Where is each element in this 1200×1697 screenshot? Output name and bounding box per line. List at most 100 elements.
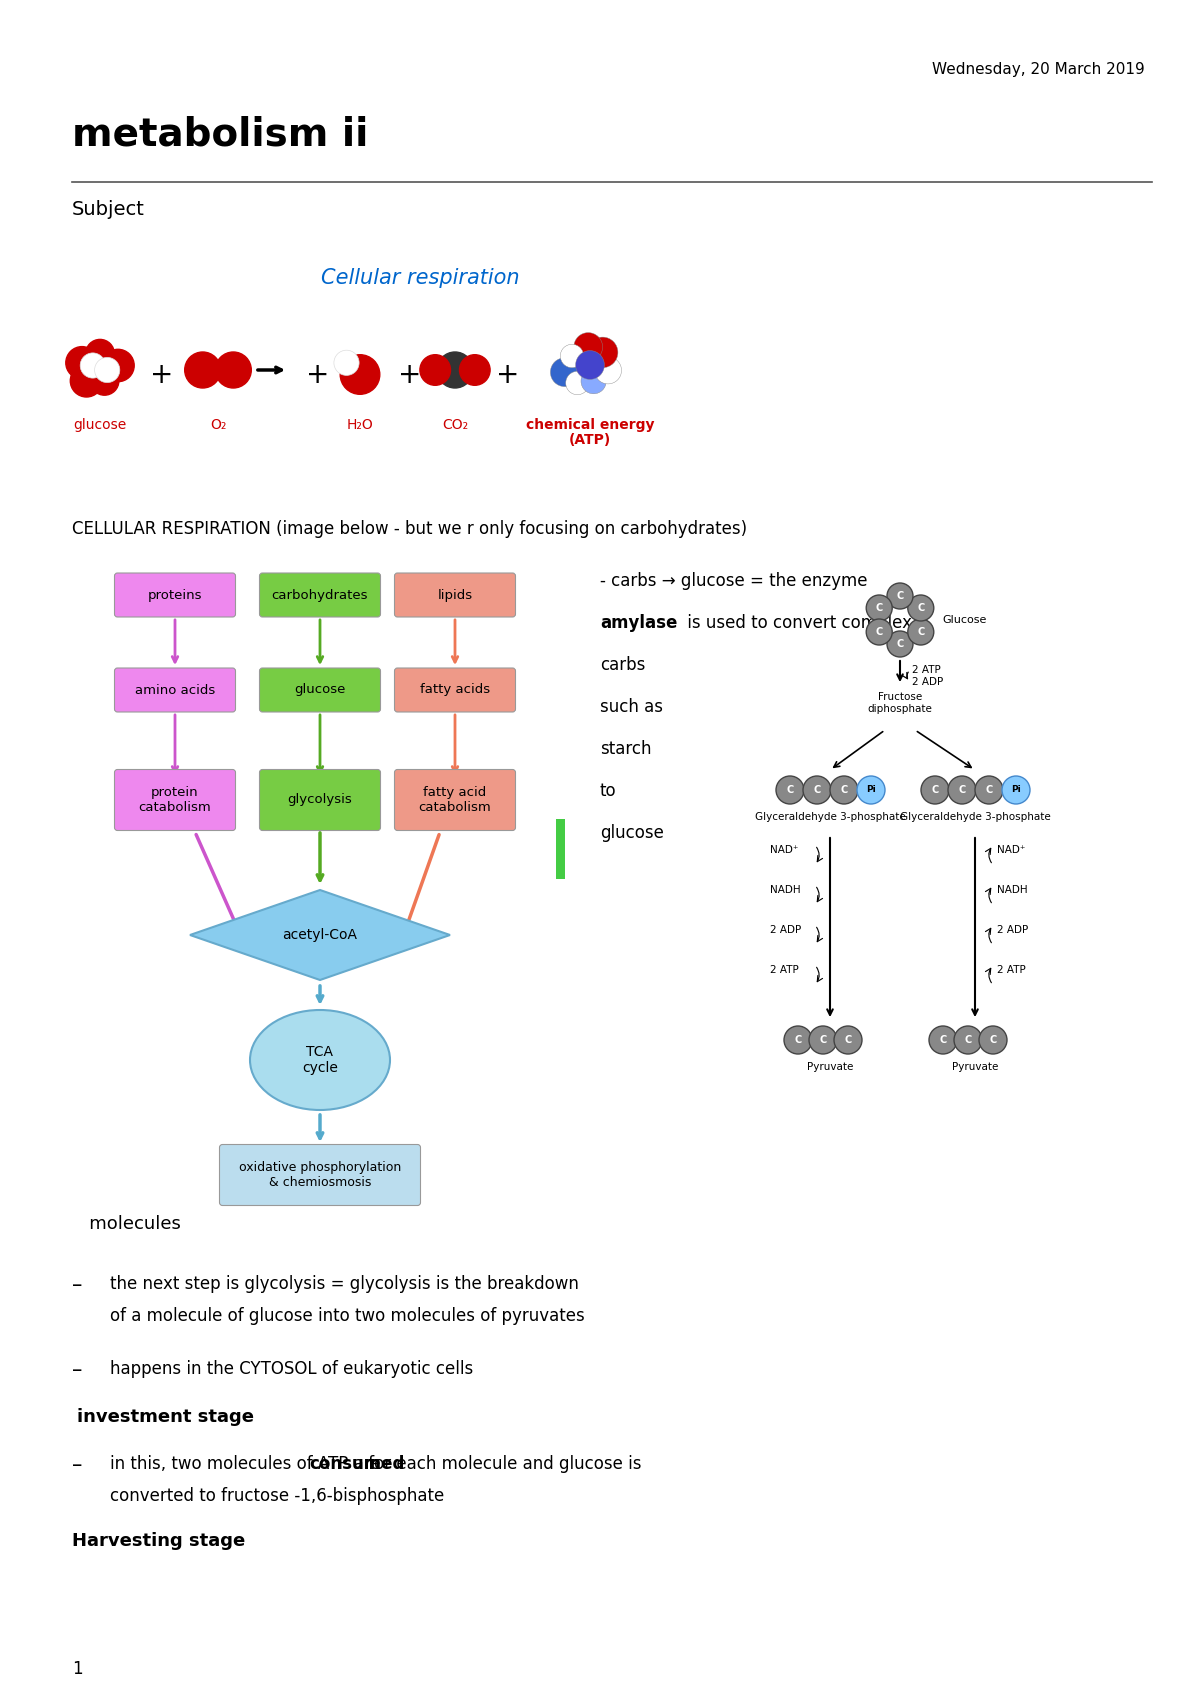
Circle shape xyxy=(776,776,804,804)
Text: Cellular respiration: Cellular respiration xyxy=(320,268,520,288)
Circle shape xyxy=(887,584,913,609)
Text: protein
catabolism: protein catabolism xyxy=(139,786,211,815)
Circle shape xyxy=(95,358,120,382)
Circle shape xyxy=(576,351,605,380)
Text: oxidative phosphorylation
& chemiosmosis: oxidative phosphorylation & chemiosmosis xyxy=(239,1161,401,1190)
Text: –: – xyxy=(72,1274,83,1295)
Circle shape xyxy=(560,344,583,368)
Circle shape xyxy=(866,619,893,645)
Circle shape xyxy=(581,368,606,394)
Circle shape xyxy=(334,350,359,375)
FancyBboxPatch shape xyxy=(395,669,516,713)
Circle shape xyxy=(857,776,886,804)
Text: O₂: O₂ xyxy=(210,417,226,433)
Text: lipids: lipids xyxy=(438,589,473,601)
Text: Pi: Pi xyxy=(1012,786,1021,794)
Text: amino acids: amino acids xyxy=(134,684,215,696)
Text: C: C xyxy=(965,1035,972,1045)
Text: C: C xyxy=(786,786,793,794)
Circle shape xyxy=(90,367,119,395)
Text: Pyruvate: Pyruvate xyxy=(952,1062,998,1073)
Circle shape xyxy=(979,1027,1007,1054)
Circle shape xyxy=(587,338,618,368)
Circle shape xyxy=(80,353,106,378)
Text: Glyceraldehyde 3-phosphate: Glyceraldehyde 3-phosphate xyxy=(755,811,905,821)
Circle shape xyxy=(929,1027,958,1054)
FancyBboxPatch shape xyxy=(114,574,235,618)
Circle shape xyxy=(437,351,473,389)
Text: +: + xyxy=(306,361,330,389)
Text: glucose: glucose xyxy=(73,417,127,433)
FancyBboxPatch shape xyxy=(220,1144,420,1205)
Text: +: + xyxy=(497,361,520,389)
Circle shape xyxy=(907,596,934,621)
Text: 2 ADP: 2 ADP xyxy=(770,925,802,935)
Circle shape xyxy=(887,631,913,657)
Text: fatty acid
catabolism: fatty acid catabolism xyxy=(419,786,491,815)
Text: C: C xyxy=(896,591,904,601)
Text: consumed: consumed xyxy=(308,1454,404,1473)
Text: chemical energy: chemical energy xyxy=(526,417,654,433)
Circle shape xyxy=(907,619,934,645)
FancyBboxPatch shape xyxy=(395,769,516,830)
Text: Wednesday, 20 March 2019: Wednesday, 20 March 2019 xyxy=(932,63,1145,76)
Text: glucose: glucose xyxy=(600,825,664,842)
Text: H₂O: H₂O xyxy=(347,417,373,433)
Text: 2 ATP: 2 ATP xyxy=(770,966,799,976)
Text: C: C xyxy=(931,786,938,794)
Text: NADH: NADH xyxy=(997,886,1027,894)
Text: amylase: amylase xyxy=(600,614,677,631)
Text: fatty acids: fatty acids xyxy=(420,684,490,696)
Text: NAD⁺: NAD⁺ xyxy=(770,845,798,855)
Text: C: C xyxy=(989,1035,997,1045)
FancyBboxPatch shape xyxy=(114,769,235,830)
FancyBboxPatch shape xyxy=(395,574,516,618)
Text: converted to fructose -1,6-bisphosphate: converted to fructose -1,6-bisphosphate xyxy=(110,1487,444,1505)
Text: 2 ATP: 2 ATP xyxy=(997,966,1026,976)
Text: –: – xyxy=(72,1454,83,1475)
Text: C: C xyxy=(876,626,883,636)
Text: Subject: Subject xyxy=(72,200,145,219)
FancyBboxPatch shape xyxy=(259,669,380,713)
Text: Pi: Pi xyxy=(866,786,876,794)
Circle shape xyxy=(1002,776,1030,804)
Text: 1: 1 xyxy=(72,1660,83,1678)
Text: investment stage: investment stage xyxy=(77,1409,254,1425)
Circle shape xyxy=(102,350,134,382)
Circle shape xyxy=(834,1027,862,1054)
Text: Fructose
diphosphate: Fructose diphosphate xyxy=(868,692,932,714)
Circle shape xyxy=(551,358,580,387)
Circle shape xyxy=(809,1027,838,1054)
Text: to: to xyxy=(600,782,617,799)
Text: +: + xyxy=(150,361,174,389)
Circle shape xyxy=(66,346,98,378)
Text: Glyceraldehyde 3-phosphate: Glyceraldehyde 3-phosphate xyxy=(900,811,1050,821)
Circle shape xyxy=(71,365,103,397)
FancyBboxPatch shape xyxy=(259,574,380,618)
Text: +: + xyxy=(398,361,421,389)
Text: 2 ADP: 2 ADP xyxy=(997,925,1028,935)
Circle shape xyxy=(866,596,893,621)
Text: C: C xyxy=(985,786,992,794)
Circle shape xyxy=(948,776,976,804)
Text: C: C xyxy=(896,640,904,648)
Text: molecules: molecules xyxy=(72,1215,181,1234)
FancyBboxPatch shape xyxy=(556,820,565,879)
FancyBboxPatch shape xyxy=(259,769,380,830)
Circle shape xyxy=(922,776,949,804)
Circle shape xyxy=(784,1027,812,1054)
Text: of a molecule of glucose into two molecules of pyruvates: of a molecule of glucose into two molecu… xyxy=(110,1307,584,1325)
Text: C: C xyxy=(840,786,847,794)
Text: C: C xyxy=(820,1035,827,1045)
Text: Pyruvate: Pyruvate xyxy=(806,1062,853,1073)
Text: such as: such as xyxy=(600,697,662,716)
Text: NADH: NADH xyxy=(770,886,800,894)
Text: (ATP): (ATP) xyxy=(569,433,611,446)
Text: Harvesting stage: Harvesting stage xyxy=(72,1532,245,1549)
Text: glucose: glucose xyxy=(294,684,346,696)
Circle shape xyxy=(830,776,858,804)
Text: is used to convert complex: is used to convert complex xyxy=(682,614,912,631)
Text: C: C xyxy=(814,786,821,794)
FancyBboxPatch shape xyxy=(114,669,235,713)
Circle shape xyxy=(974,776,1003,804)
